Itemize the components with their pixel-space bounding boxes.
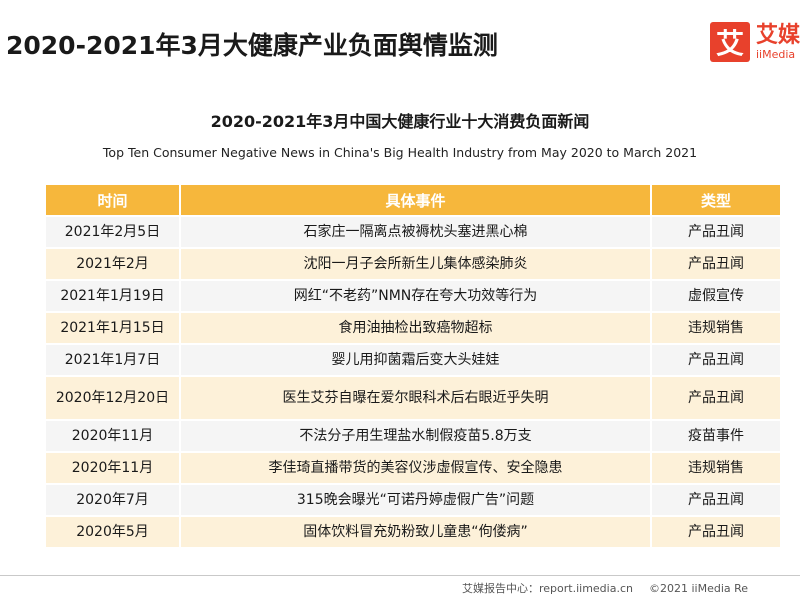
table-row: 2020年12月20日 医生艾芬自曝在爱尔眼科术后右眼近乎失明 产品丑闻 (46, 375, 780, 420)
footer-source: 艾媒报告中心：report.iimedia.cn (462, 582, 633, 595)
cell-type: 产品丑闻 (651, 343, 780, 376)
cell-date: 2021年1月19日 (46, 279, 181, 312)
cell-event: 固体饮料冒充奶粉致儿童患“佝偻病” (180, 515, 652, 547)
iimedia-logo: 艾 艾媒 iiMedia (710, 22, 800, 62)
footer: 艾媒报告中心：report.iimedia.cn ©2021 iiMedia Re (462, 580, 748, 596)
logo-name-en: iiMedia (756, 47, 796, 61)
cell-date: 2020年7月 (46, 483, 181, 516)
cell-event: 李佳琦直播带货的美容仪涉虚假宣传、安全隐患 (180, 451, 652, 484)
cell-date: 2021年2月 (46, 247, 181, 280)
cell-type: 产品丑闻 (651, 483, 780, 516)
cell-date: 2020年11月 (46, 419, 181, 452)
table-row: 2020年5月 固体饮料冒充奶粉致儿童患“佝偻病” 产品丑闻 (46, 515, 780, 547)
page-title: 2020-2021年3月大健康产业负面舆情监测 (6, 31, 498, 60)
cell-date: 2021年2月5日 (46, 215, 181, 248)
table-row: 2021年1月19日 网红“不老药”NMN存在夸大功效等行为 虚假宣传 (46, 279, 780, 312)
table-row: 2020年11月 不法分子用生理盐水制假疫苗5.8万支 疫苗事件 (46, 419, 780, 452)
table-row: 2020年11月 李佳琦直播带货的美容仪涉虚假宣传、安全隐患 违规销售 (46, 451, 780, 484)
cell-event: 315晚会曝光“可诺丹婷虚假广告”问题 (180, 483, 652, 516)
cell-event: 石家庄一隔离点被褥枕头塞进黑心棉 (180, 215, 652, 248)
cell-date: 2020年5月 (46, 515, 181, 547)
cell-event: 医生艾芬自曝在爱尔眼科术后右眼近乎失明 (180, 375, 652, 420)
table-header-row: 时间 具体事件 类型 (46, 185, 780, 216)
table-row: 2021年1月7日 婴儿用抑菌霜后变大头娃娃 产品丑闻 (46, 343, 780, 376)
cell-type: 产品丑闻 (651, 215, 780, 248)
table-title-cn: 2020-2021年3月中国大健康行业十大消费负面新闻 (210, 112, 590, 131)
cell-type: 疫苗事件 (651, 419, 780, 452)
table-row: 2021年2月5日 石家庄一隔离点被褥枕头塞进黑心棉 产品丑闻 (46, 215, 780, 248)
cell-type: 产品丑闻 (651, 247, 780, 280)
footer-copyright: ©2021 iiMedia Re (648, 582, 749, 595)
cell-event: 不法分子用生理盐水制假疫苗5.8万支 (180, 419, 652, 452)
table-row: 2021年2月 沈阳一月子会所新生儿集体感染肺炎 产品丑闻 (46, 247, 780, 280)
column-header-event: 具体事件 (180, 185, 652, 216)
cell-event: 食用油抽检出致癌物超标 (180, 311, 652, 344)
cell-event: 婴儿用抑菌霜后变大头娃娃 (180, 343, 652, 376)
cell-event: 沈阳一月子会所新生儿集体感染肺炎 (180, 247, 652, 280)
cell-date: 2020年11月 (46, 451, 181, 484)
logo-text: 艾媒 iiMedia (756, 22, 800, 61)
column-header-time: 时间 (46, 185, 181, 216)
logo-name-cn: 艾媒 (756, 22, 800, 48)
logo-mark: 艾 (710, 22, 750, 62)
negative-news-table: 时间 具体事件 类型 2021年2月5日 石家庄一隔离点被褥枕头塞进黑心棉 产品… (46, 185, 780, 547)
table-title-en: Top Ten Consumer Negative News in China'… (102, 145, 698, 160)
table-row: 2020年7月 315晚会曝光“可诺丹婷虚假广告”问题 产品丑闻 (46, 483, 780, 516)
cell-date: 2020年12月20日 (46, 375, 181, 420)
cell-date: 2021年1月15日 (46, 311, 181, 344)
cell-date: 2021年1月7日 (46, 343, 181, 376)
cell-type: 违规销售 (651, 311, 780, 344)
cell-type: 虚假宣传 (651, 279, 780, 312)
cell-event: 网红“不老药”NMN存在夸大功效等行为 (180, 279, 652, 312)
footer-divider (0, 575, 800, 576)
cell-type: 产品丑闻 (651, 515, 780, 547)
cell-type: 违规销售 (651, 451, 780, 484)
column-header-type: 类型 (651, 185, 780, 216)
table-row: 2021年1月15日 食用油抽检出致癌物超标 违规销售 (46, 311, 780, 344)
cell-type: 产品丑闻 (651, 375, 780, 420)
